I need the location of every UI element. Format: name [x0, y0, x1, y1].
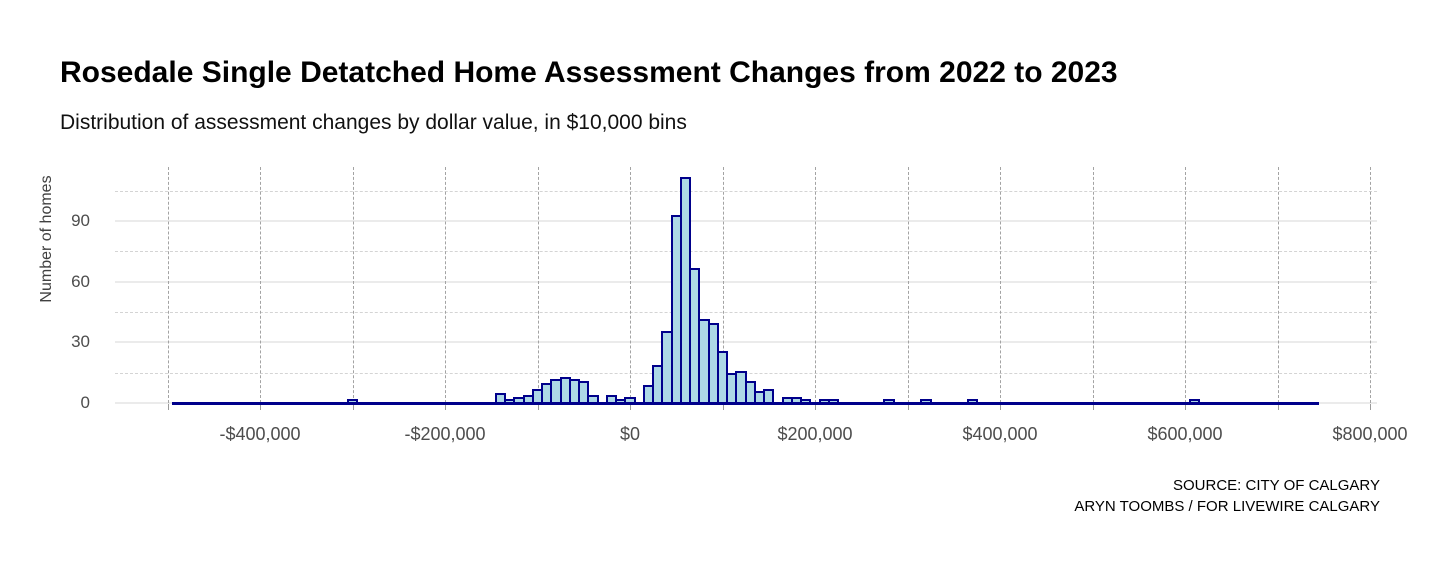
y-tick-label: 90: [71, 210, 90, 230]
x-axis-tick: [1092, 404, 1094, 410]
gridline-x: [1370, 167, 1371, 403]
x-axis-tick: [630, 404, 631, 410]
x-tick-label: $0: [619, 424, 641, 444]
gridline-x: [352, 167, 354, 403]
gridline-y-minor: [115, 190, 1377, 192]
source-credit: SOURCE: CITY OF CALGARY ARYN TOOMBS / FO…: [1074, 475, 1380, 517]
histogram-bar: [494, 393, 507, 405]
histogram-bar: [624, 397, 636, 405]
gridline-x: [907, 167, 909, 403]
gridline-y-minor: [115, 251, 1377, 253]
histogram-bar: [1188, 399, 1200, 405]
x-axis-tick: [167, 404, 169, 410]
x-axis-tick: [1185, 404, 1186, 410]
y-tick-label: 60: [71, 271, 90, 291]
x-axis-tick: [537, 404, 539, 410]
y-tick-label: 0: [80, 393, 90, 412]
x-axis-tick: [260, 404, 261, 410]
gridline-x: [537, 167, 539, 403]
gridline-x: [630, 167, 631, 403]
histogram-bar: [763, 389, 775, 405]
x-tick-label: $800,000: [1332, 424, 1408, 444]
x-axis-tick: [722, 404, 724, 410]
histogram-bar: [587, 395, 599, 405]
histogram-bar: [920, 399, 932, 405]
gridline-x: [1000, 167, 1001, 403]
gridline-x: [1092, 167, 1094, 403]
histogram-bar: [966, 399, 978, 405]
gridline-y-major: [115, 219, 1377, 222]
chart-title: Rosedale Single Detatched Home Assessmen…: [60, 56, 1118, 89]
x-axis-tick: [1000, 404, 1001, 410]
histogram-bar: [883, 399, 895, 405]
credit-line: ARYN TOOMBS / FOR LIVEWIRE CALGARY: [1074, 498, 1380, 515]
gridline-x: [1277, 167, 1279, 403]
x-axis-tick: [815, 404, 816, 410]
gridline-x: [445, 167, 446, 403]
histogram-bar: [578, 381, 590, 405]
x-tick-label: $600,000: [1147, 424, 1223, 444]
gridline-x: [260, 167, 261, 403]
histogram-bar: [800, 399, 812, 405]
histogram-bar: [827, 399, 840, 405]
gridline-y-major: [115, 341, 1377, 344]
x-tick-label: $200,000: [777, 424, 853, 444]
x-tick-label: $400,000: [962, 424, 1038, 444]
histogram-bar: [346, 399, 359, 405]
chart-subtitle: Distribution of assessment changes by do…: [60, 111, 687, 134]
source-line: SOURCE: CITY OF CALGARY: [1173, 477, 1380, 494]
gridline-x: [1185, 167, 1186, 403]
gridline-y-major: [115, 280, 1377, 283]
y-tick-label: 30: [71, 332, 90, 352]
x-axis-tick: [1277, 404, 1279, 410]
x-axis-tick: [1370, 404, 1371, 410]
x-axis-tick: [907, 404, 909, 410]
gridline-y-minor: [115, 311, 1377, 313]
gridline-x: [722, 167, 724, 403]
x-tick-label: -$200,000: [404, 424, 486, 444]
gridline-x: [167, 167, 169, 403]
x-tick-label: -$400,000: [219, 424, 301, 444]
gridline-x: [815, 167, 816, 403]
x-axis-tick: [445, 404, 446, 410]
x-axis-tick: [352, 404, 354, 410]
